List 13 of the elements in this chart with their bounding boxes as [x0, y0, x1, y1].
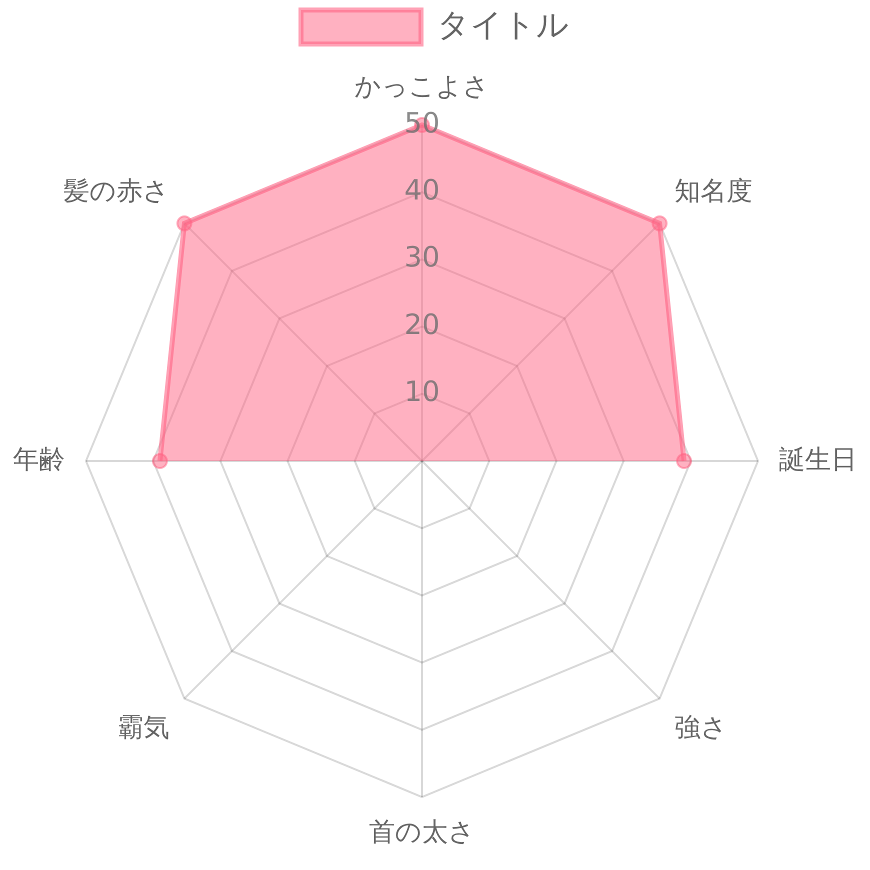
- legend-label: タイトル: [437, 5, 569, 44]
- spoke-label: 首の太さ: [369, 817, 475, 848]
- spoke-label: 年齢: [13, 444, 65, 475]
- y-tick-label: 10: [404, 375, 440, 408]
- spoke-label: 知名度: [674, 176, 752, 207]
- spoke-label: 髪の赤さ: [64, 176, 170, 207]
- y-tick-label: 40: [404, 173, 440, 206]
- spoke-label: 誕生日: [779, 444, 857, 475]
- y-tick-label: 30: [404, 240, 440, 274]
- spoke-label: 強さ: [674, 712, 728, 743]
- y-tick-label: 20: [404, 308, 440, 341]
- spoke-label: 霸気: [118, 712, 170, 743]
- spoke-label: かっこよさ: [354, 72, 490, 102]
